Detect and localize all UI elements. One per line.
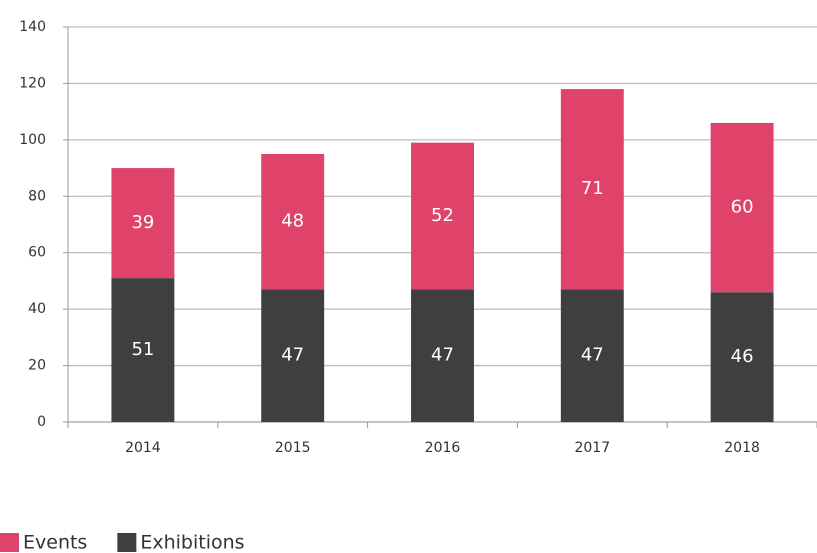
data-label: 39 [131,212,154,233]
data-label: 52 [431,205,454,226]
legend-label: Exhibitions [140,532,244,553]
y-tick-label: 0 [37,414,46,430]
bar-segment [710,292,774,422]
x-tick-label: 2017 [574,440,610,456]
bar-segment [261,153,325,290]
data-label: 48 [281,211,304,232]
data-label: 47 [281,345,304,366]
bar-segment [560,289,624,422]
bar-segment [111,278,175,422]
bar-segment [261,289,325,422]
y-tick-label: 40 [28,301,46,317]
bar-segment [111,168,175,279]
data-label: 46 [731,346,754,367]
x-tick-label: 2018 [724,440,760,456]
y-tick-label: 80 [28,188,46,204]
data-label: 51 [131,339,154,360]
data-label: 47 [581,345,604,366]
y-tick-label: 140 [19,19,46,35]
y-tick-label: 100 [19,132,46,148]
x-tick-label: 2014 [125,440,161,456]
legend-swatch [117,533,137,552]
bar-segment [710,122,774,293]
data-label: 60 [731,197,754,218]
legend-label: Events [23,532,87,553]
bar-segment [560,89,624,290]
y-tick-label: 20 [28,358,46,374]
bar-segment [411,289,474,422]
y-tick-label: 60 [28,245,46,261]
legend-swatch [0,533,19,552]
x-tick-label: 2015 [275,440,311,456]
y-tick-label: 120 [19,75,46,91]
data-label: 47 [431,345,454,366]
bar-segment [411,142,474,290]
data-label: 71 [581,178,604,199]
x-tick-label: 2016 [425,440,461,456]
